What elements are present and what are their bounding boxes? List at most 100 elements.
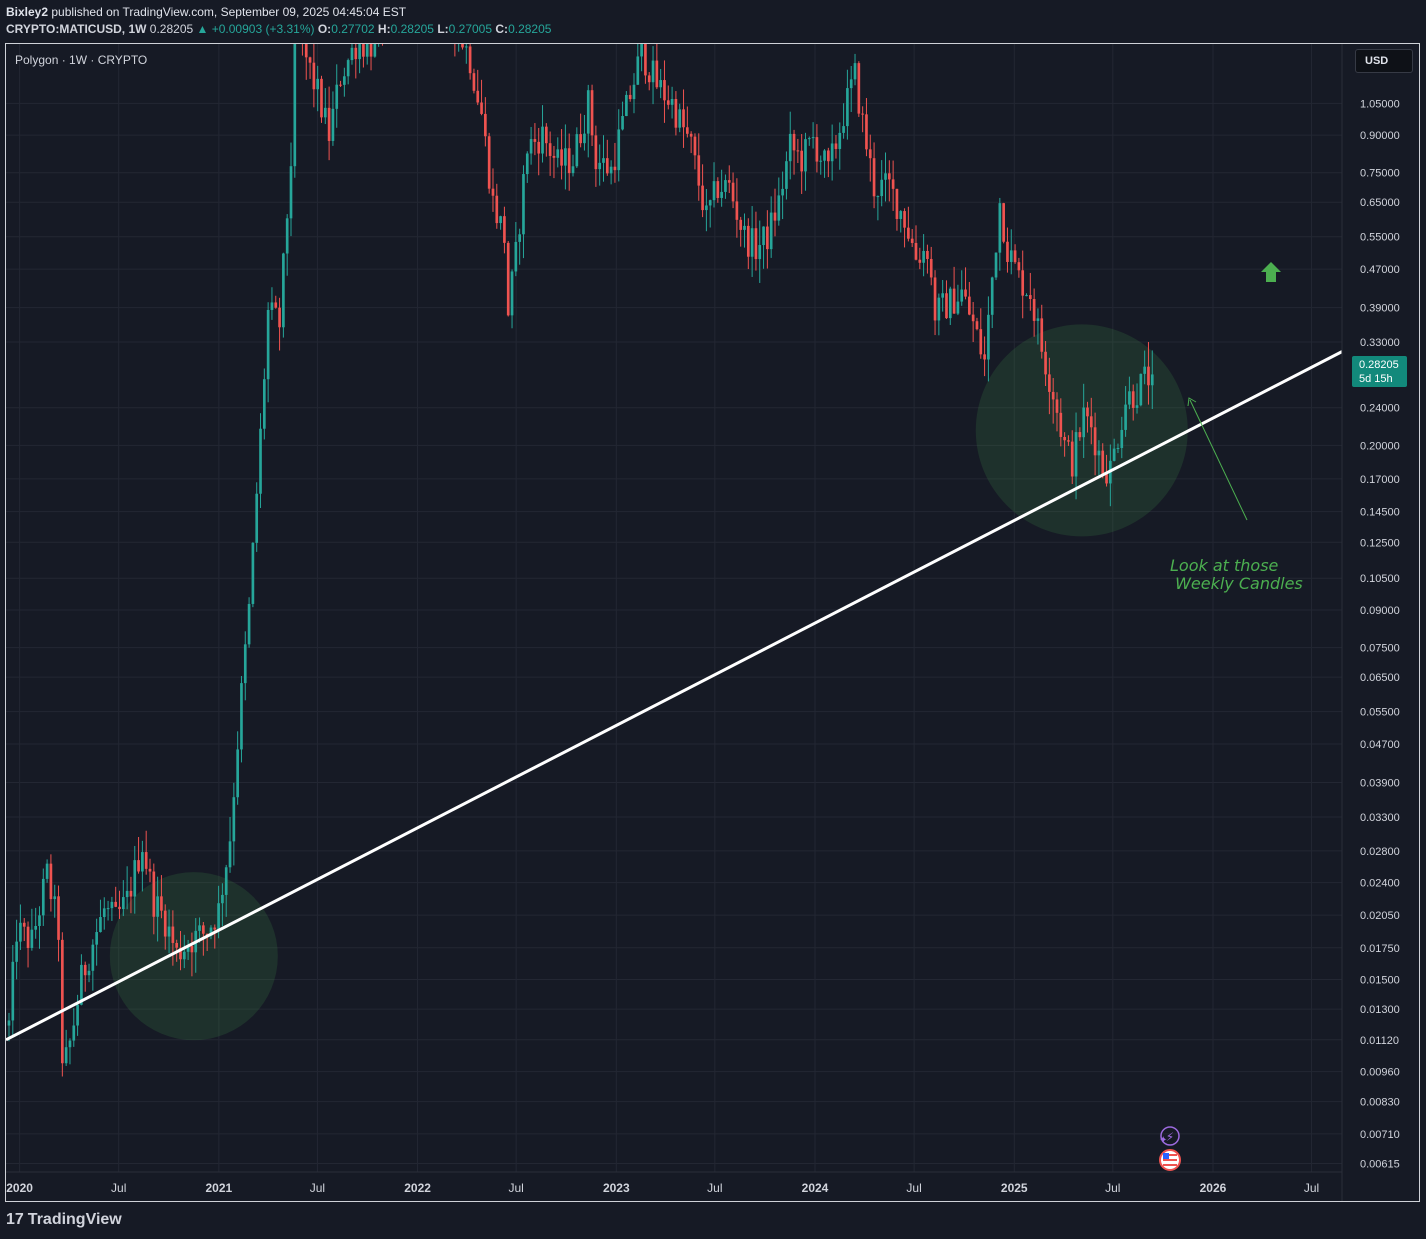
candle-body [1086, 407, 1089, 417]
candle-body [1059, 412, 1063, 437]
candle [1036, 308, 1040, 345]
candle [68, 1038, 72, 1065]
candle-body [884, 173, 887, 180]
candle [727, 165, 731, 194]
candle-body [1101, 450, 1105, 475]
candle-body [160, 896, 163, 911]
candle-body [167, 926, 171, 937]
candle-body [800, 150, 803, 172]
price-tick-label: 0.12500 [1360, 537, 1400, 549]
candle [663, 60, 666, 123]
candle [464, 44, 468, 64]
footer-brand[interactable]: 17 TradingView [6, 1211, 122, 1229]
candle-body [259, 428, 262, 494]
price-tick-label: 0.24000 [1360, 403, 1400, 415]
candle [1116, 443, 1120, 453]
candle-body [602, 158, 605, 163]
candle-body [41, 878, 45, 916]
candle-body [655, 60, 659, 88]
candle-body [1082, 407, 1086, 438]
price-tick-label: 0.02800 [1360, 846, 1400, 858]
price-tick-label: 0.20000 [1360, 440, 1400, 452]
candle-body [1009, 250, 1013, 262]
candle-body [1040, 318, 1044, 352]
candle-body [1074, 432, 1078, 477]
candle-body [1124, 404, 1127, 430]
candle-body [522, 174, 525, 235]
candle [350, 44, 354, 65]
candle-body [182, 951, 186, 960]
candle [739, 216, 743, 247]
candle-body [1112, 448, 1116, 461]
candle-body [221, 894, 224, 904]
candle [1063, 432, 1066, 457]
candle [609, 160, 613, 185]
candle [1131, 384, 1135, 421]
candle [171, 910, 175, 966]
candle-body [811, 137, 815, 139]
candle [884, 152, 887, 202]
candle-body [285, 218, 289, 254]
author-name[interactable]: Bixley2 [6, 5, 49, 19]
annotation-arrow-line [1189, 399, 1248, 521]
candle-body [484, 113, 487, 137]
candle [323, 88, 327, 125]
candle [378, 44, 380, 47]
candle-body [545, 126, 548, 144]
candle [335, 64, 339, 128]
highlight-circles [109, 324, 1188, 1041]
candle [285, 214, 289, 276]
candle-body [518, 234, 521, 242]
candle [796, 138, 800, 163]
currency-button[interactable]: USD [1355, 49, 1413, 73]
candle-body [80, 964, 83, 1005]
candle-body [590, 90, 594, 136]
candle [503, 206, 506, 254]
candle-body [903, 211, 906, 228]
candle [564, 124, 567, 190]
candle [137, 836, 140, 874]
candle [461, 44, 464, 50]
candle-body [118, 906, 121, 910]
price-tick-label: 1.05000 [1360, 98, 1400, 110]
candle-body [838, 132, 842, 149]
candle-body [1051, 391, 1055, 400]
high-label: H: [377, 22, 391, 36]
candle-body [110, 901, 114, 909]
candle-body [262, 379, 266, 429]
price-tick-label: 0.03300 [1360, 812, 1400, 824]
candle-body [1147, 366, 1150, 386]
candle [1044, 341, 1047, 387]
candle [819, 155, 823, 175]
price-tick-label: 0.39000 [1360, 303, 1400, 315]
candle-body [491, 188, 495, 196]
last-price-tag: 0.28205 5d 15h [1352, 356, 1407, 387]
candle-body [232, 797, 236, 842]
candle [80, 954, 83, 1006]
candle-body [480, 102, 483, 114]
candle [7, 1012, 11, 1042]
price-axis: 1.05000 0.90000 0.75000 0.65000 0.55000 0.470… [1341, 44, 1419, 1201]
svg-text:✦: ✦ [1159, 1135, 1167, 1146]
candle [102, 897, 106, 930]
candle-body [1116, 447, 1120, 449]
candle [785, 151, 788, 200]
candle-body [506, 242, 510, 316]
candle [777, 177, 781, 226]
candle-body [541, 126, 544, 154]
candle-body [754, 228, 758, 260]
time-tick-label: Jul [707, 1181, 722, 1195]
candle [640, 44, 643, 72]
candle-body [670, 98, 674, 105]
candle-body [929, 258, 933, 278]
time-tick-label: 2026 [1200, 1181, 1227, 1195]
candle [922, 234, 925, 277]
candle [1086, 401, 1089, 433]
candle [724, 174, 727, 199]
candle [167, 909, 171, 954]
price-chart[interactable]: 1.05000 0.90000 0.75000 0.65000 0.55000 0.470… [6, 44, 1419, 1201]
price-tick-label: 0.00615 [1360, 1158, 1400, 1170]
candle [868, 134, 872, 182]
candle-body [209, 927, 213, 936]
candle [583, 114, 586, 151]
